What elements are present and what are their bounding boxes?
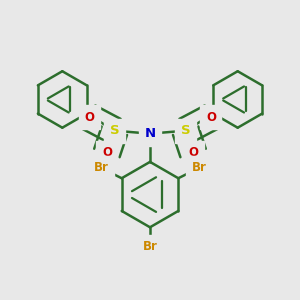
Text: Br: Br (142, 240, 158, 253)
Text: O: O (102, 146, 112, 160)
Text: S: S (110, 124, 119, 137)
Text: Br: Br (192, 161, 207, 174)
Text: S: S (181, 124, 190, 137)
Text: N: N (144, 127, 156, 140)
Text: O: O (84, 111, 94, 124)
Text: Br: Br (93, 161, 108, 174)
Text: O: O (188, 146, 198, 160)
Text: O: O (206, 111, 216, 124)
